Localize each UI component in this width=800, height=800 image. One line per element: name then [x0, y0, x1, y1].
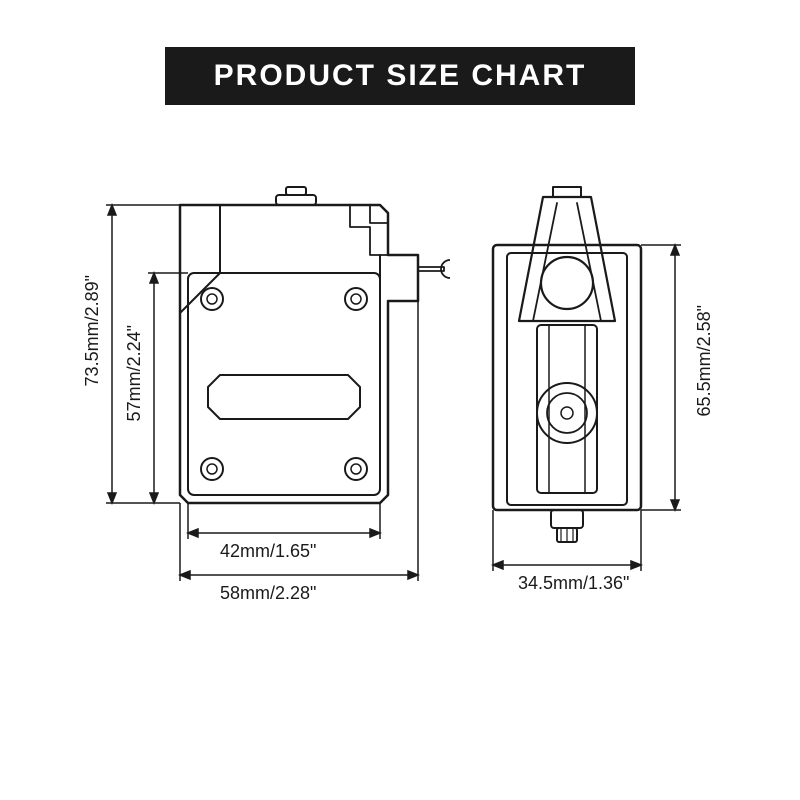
title-banner: PRODUCT SIZE CHART: [165, 47, 635, 105]
dim-left-outer-height: 73.5mm/2.89": [82, 275, 103, 386]
dim-left-inner-height: 57mm/2.24": [124, 325, 145, 421]
dim-left-outer-width: 58mm/2.28": [220, 583, 316, 604]
dim-right-height: 65.5mm/2.58": [694, 305, 715, 416]
diagram-container: 73.5mm/2.89" 57mm/2.24" 42mm/1.65" 58mm/…: [0, 165, 800, 725]
dim-right-width: 34.5mm/1.36": [518, 573, 629, 594]
title-text: PRODUCT SIZE CHART: [214, 59, 587, 93]
dim-left-inner-width: 42mm/1.65": [220, 541, 316, 562]
